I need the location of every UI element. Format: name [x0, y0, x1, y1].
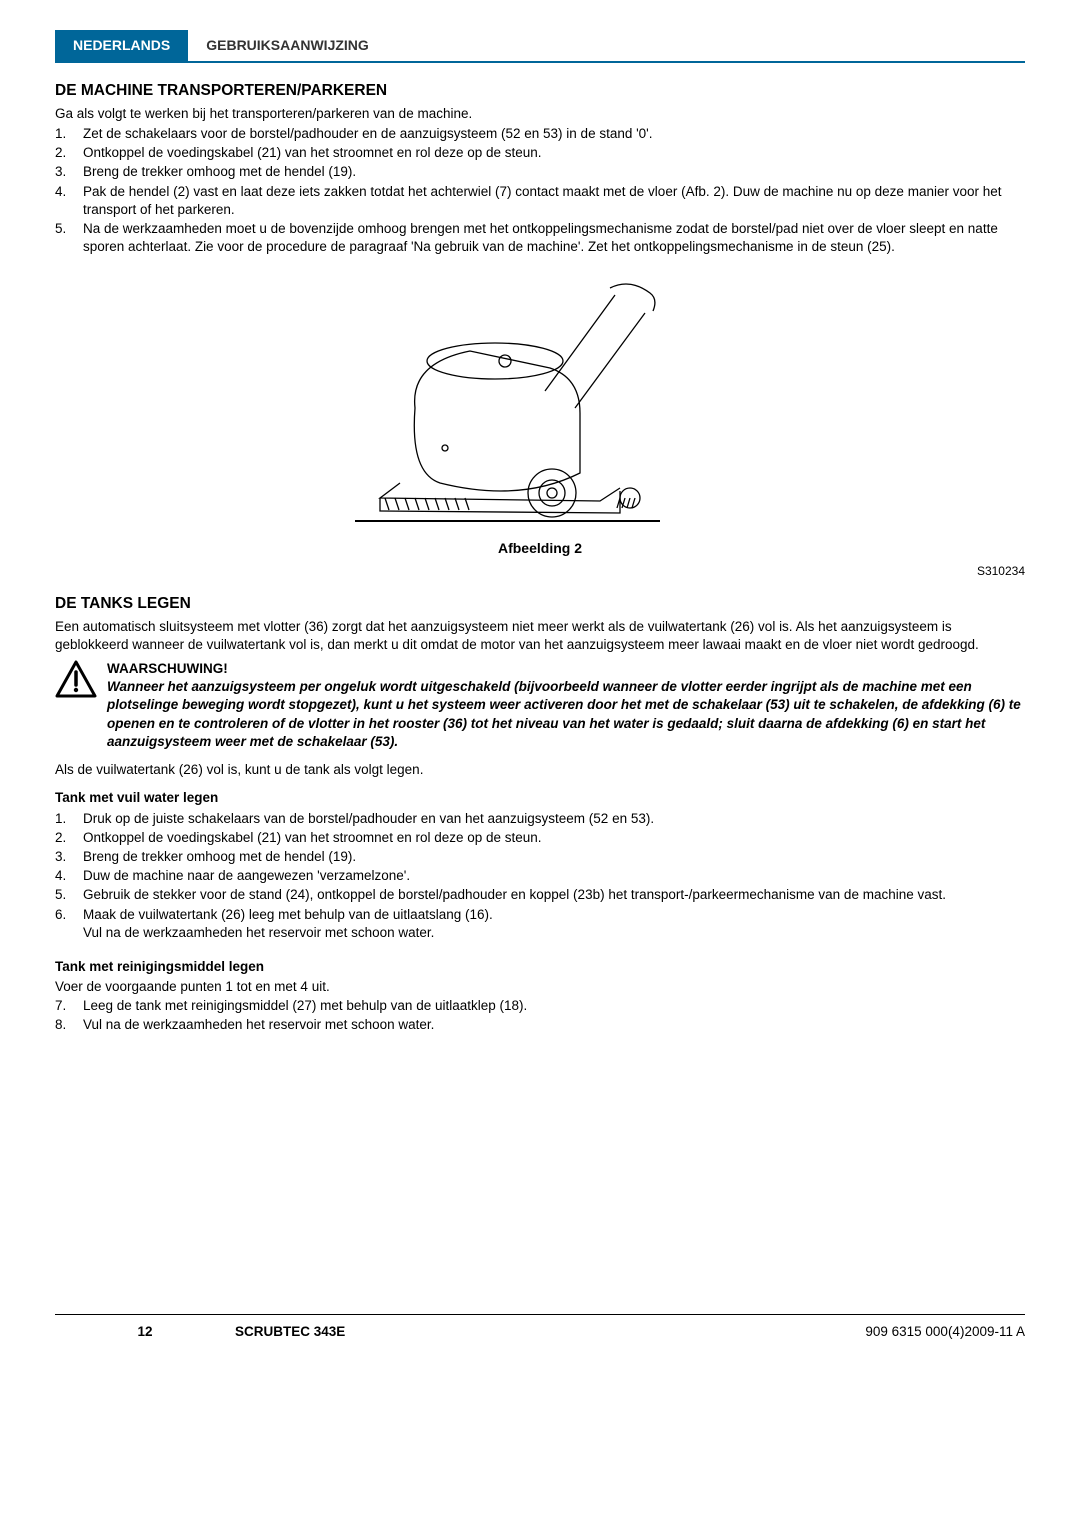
warning-block: WAARSCHUWING! Wanneer het aanzuigsysteem… [55, 660, 1025, 751]
list-item: 4.Pak de hendel (2) vast en laat deze ie… [55, 183, 1025, 219]
list-item: 4.Duw de machine naar de aangewezen 'ver… [55, 867, 1025, 885]
warning-body: Wanneer het aanzuigsysteem per ongeluk w… [107, 678, 1025, 751]
list-item: 1.Druk op de juiste schakelaars van de b… [55, 810, 1025, 828]
section4-intro: Voer de voorgaande punten 1 tot en met 4… [55, 978, 1025, 996]
after-warning-text: Als de vuilwatertank (26) vol is, kunt u… [55, 761, 1025, 779]
footer-docnum: 909 6315 000(4)2009-11 A [765, 1323, 1025, 1341]
list-item: 2.Ontkoppel de voedingskabel (21) van he… [55, 829, 1025, 847]
list-item: 6.Maak de vuilwatertank (26) leeg met be… [55, 906, 1025, 942]
list-item: 3.Breng de trekker omhoog met de hendel … [55, 848, 1025, 866]
figure-2: Afbeelding 2 [55, 273, 1025, 558]
list-item: 1.Zet de schakelaars voor de borstel/pad… [55, 125, 1025, 143]
header-language: NEDERLANDS [55, 30, 188, 61]
figure-code: S310234 [55, 563, 1025, 579]
list-item: 8.Vul na de werkzaamheden het reservoir … [55, 1016, 1025, 1034]
section2-title: DE TANKS LEGEN [55, 594, 1025, 615]
section4-list: 7.Leeg de tank met reinigingsmiddel (27)… [55, 997, 1025, 1034]
section4-title: Tank met reinigingsmiddel legen [55, 958, 1025, 976]
list-item: 3.Breng de trekker omhoog met de hendel … [55, 163, 1025, 181]
section3-list: 1.Druk op de juiste schakelaars van de b… [55, 810, 1025, 943]
header-bar: NEDERLANDS GEBRUIKSAANWIJZING [55, 30, 1025, 63]
section1-intro: Ga als volgt te werken bij het transport… [55, 105, 1025, 123]
footer: 12 SCRUBTEC 343E 909 6315 000(4)2009-11 … [55, 1314, 1025, 1341]
section1-list: 1.Zet de schakelaars voor de borstel/pad… [55, 125, 1025, 257]
list-item: 2.Ontkoppel de voedingskabel (21) van he… [55, 144, 1025, 162]
footer-model: SCRUBTEC 343E [235, 1323, 765, 1341]
footer-page: 12 [55, 1323, 235, 1341]
section1-title: DE MACHINE TRANSPORTEREN/PARKEREN [55, 81, 1025, 102]
warning-icon [55, 660, 99, 751]
section3-title: Tank met vuil water legen [55, 789, 1025, 807]
machine-illustration [320, 273, 760, 533]
warning-title: WAARSCHUWING! [107, 660, 1025, 678]
list-item: 7.Leeg de tank met reinigingsmiddel (27)… [55, 997, 1025, 1015]
list-item: 5.Gebruik de stekker voor de stand (24),… [55, 886, 1025, 904]
figure-caption: Afbeelding 2 [55, 539, 1025, 558]
list-item: 5.Na de werkzaamheden moet u de bovenzij… [55, 220, 1025, 256]
section2-intro: Een automatisch sluitsysteem met vlotter… [55, 618, 1025, 654]
header-doc-title: GEBRUIKSAANWIJZING [188, 30, 387, 61]
